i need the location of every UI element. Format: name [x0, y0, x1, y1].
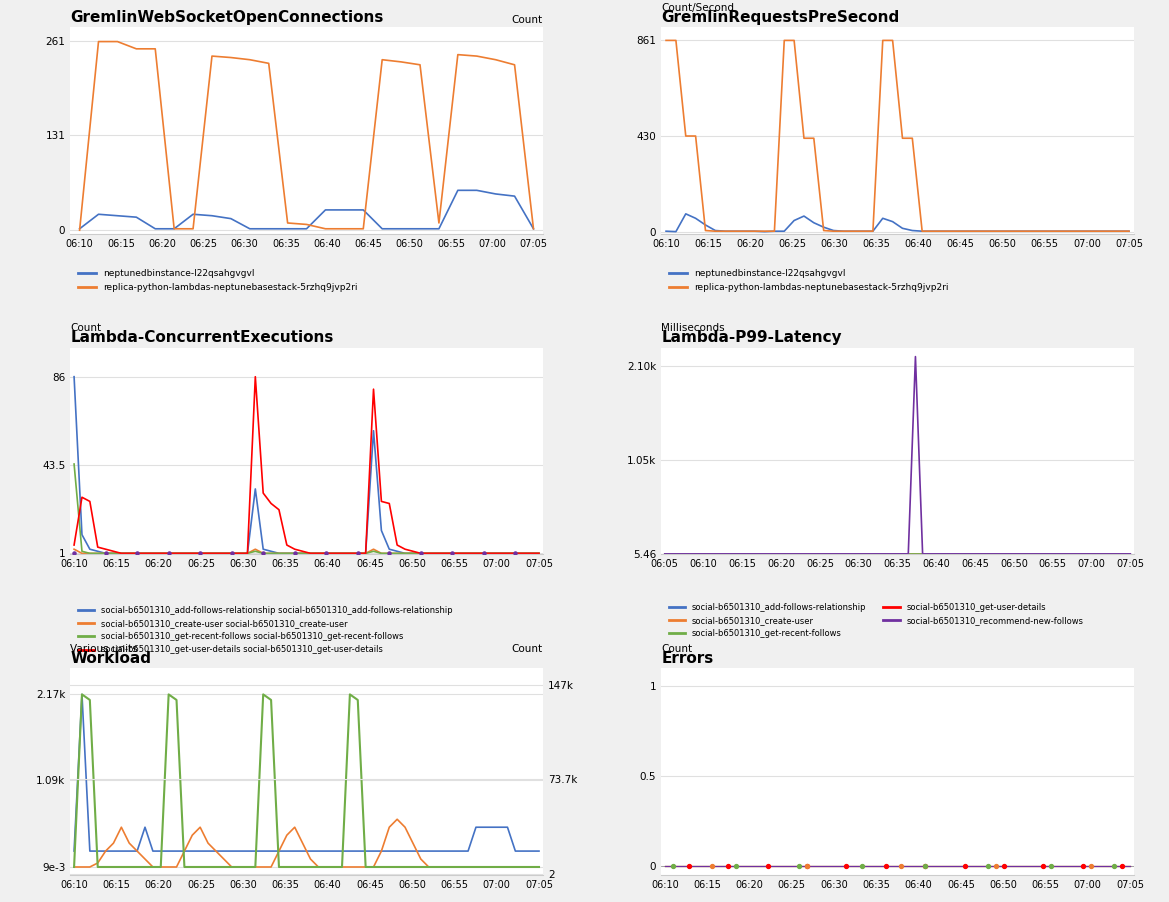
- Point: [127, 546, 146, 560]
- Point: [978, 859, 997, 873]
- Legend: neptunedbinstance-l22qsahgvgvl, replica-python-lambdas-neptunebasestack-5rzhq9jv: neptunedbinstance-l22qsahgvgvl, replica-…: [665, 266, 953, 296]
- Point: [380, 546, 399, 560]
- Text: Various units: Various units: [70, 644, 138, 654]
- Point: [443, 546, 462, 560]
- Point: [664, 859, 683, 873]
- Point: [727, 859, 746, 873]
- Point: [955, 859, 974, 873]
- Point: [506, 546, 525, 560]
- Point: [797, 859, 816, 873]
- Text: GremlinWebSocketOpenConnections: GremlinWebSocketOpenConnections: [70, 10, 383, 24]
- Point: [915, 859, 934, 873]
- Point: [797, 859, 816, 873]
- Point: [852, 859, 871, 873]
- Point: [1113, 859, 1132, 873]
- Point: [222, 546, 241, 560]
- Point: [837, 859, 856, 873]
- Text: GremlinRequestsPreSecond: GremlinRequestsPreSecond: [662, 10, 899, 24]
- Point: [475, 546, 493, 560]
- Point: [915, 859, 934, 873]
- Point: [191, 546, 209, 560]
- Point: [987, 859, 1005, 873]
- Point: [159, 546, 178, 560]
- Point: [96, 546, 115, 560]
- Text: Workload: Workload: [70, 650, 151, 666]
- Point: [1105, 859, 1123, 873]
- Point: [703, 859, 721, 873]
- Point: [877, 859, 895, 873]
- Point: [1073, 859, 1092, 873]
- Point: [719, 859, 738, 873]
- Point: [348, 546, 367, 560]
- Text: Count: Count: [662, 644, 692, 654]
- Text: Count: Count: [512, 644, 542, 654]
- Text: Count: Count: [70, 323, 102, 333]
- Point: [64, 546, 83, 560]
- Legend: social-b6501310_add-follows-relationship social-b6501310_add-follows-relationshi: social-b6501310_add-follows-relationship…: [75, 603, 456, 658]
- Point: [317, 546, 336, 560]
- Point: [1033, 859, 1052, 873]
- Point: [254, 546, 272, 560]
- Point: [892, 859, 911, 873]
- Text: Errors: Errors: [662, 650, 713, 666]
- Point: [285, 546, 304, 560]
- Text: Lambda-ConcurrentExecutions: Lambda-ConcurrentExecutions: [70, 330, 333, 345]
- Text: Lambda-P99-Latency: Lambda-P99-Latency: [662, 330, 842, 345]
- Point: [759, 859, 777, 873]
- Point: [1042, 859, 1060, 873]
- Point: [1081, 859, 1100, 873]
- Legend: social-b6501310_add-follows-relationship, social-b6501310_create-user, social-b6: social-b6501310_add-follows-relationship…: [665, 599, 1087, 641]
- Text: Count/Second: Count/Second: [662, 3, 734, 13]
- Point: [995, 859, 1014, 873]
- Text: Milliseconds: Milliseconds: [662, 323, 725, 333]
- Point: [790, 859, 809, 873]
- Text: Count: Count: [512, 15, 542, 25]
- Point: [411, 546, 430, 560]
- Legend: neptunedbinstance-l22qsahgvgvl, replica-python-lambdas-neptunebasestack-5rzhq9jv: neptunedbinstance-l22qsahgvgvl, replica-…: [75, 266, 361, 296]
- Point: [679, 859, 698, 873]
